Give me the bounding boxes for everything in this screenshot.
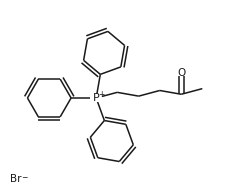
Text: Br: Br (10, 174, 22, 184)
Text: P: P (93, 93, 100, 103)
Text: −: − (21, 173, 28, 182)
Bar (90, 94, 102, 102)
Text: +: + (98, 90, 105, 99)
Text: O: O (177, 68, 185, 78)
Bar (177, 69, 186, 76)
